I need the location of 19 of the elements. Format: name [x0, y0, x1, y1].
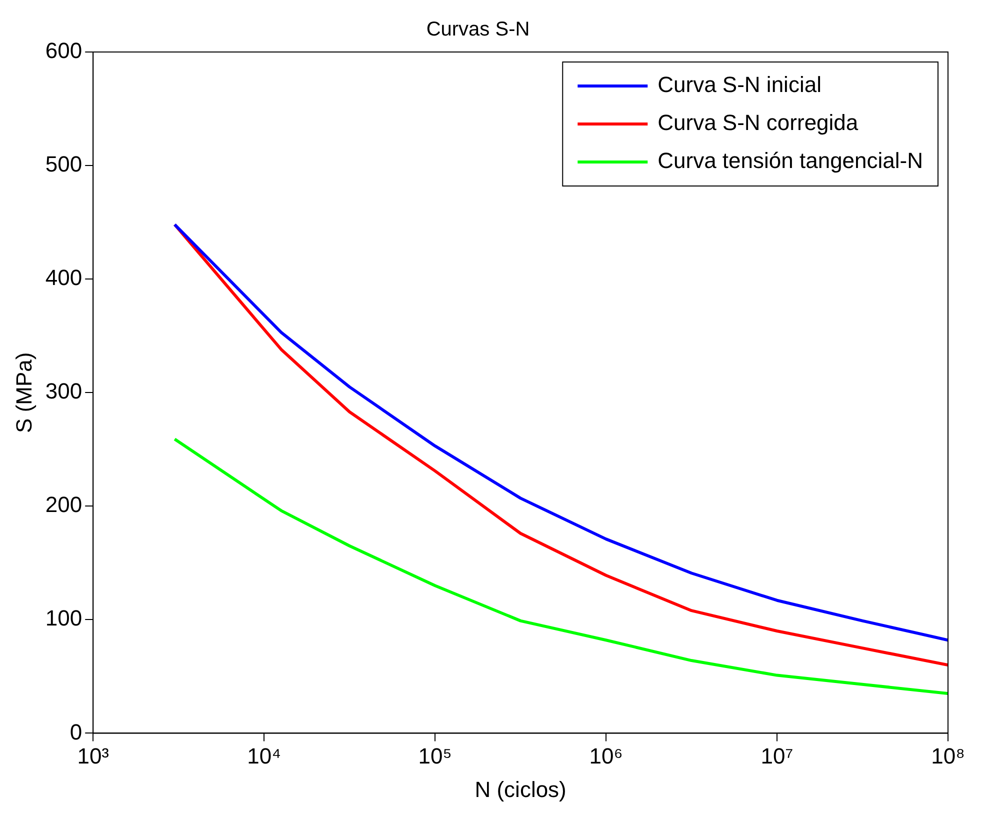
y-tick-label: 200: [45, 492, 82, 518]
x-tick-label: 10⁵: [418, 743, 452, 768]
chart-title: Curvas S-N: [426, 18, 530, 41]
y-tick-label: 500: [45, 152, 82, 177]
y-tick-label: 0: [70, 719, 82, 744]
legend-label: Curva tensión tangencial-N: [658, 148, 924, 174]
y-tick-label: 100: [45, 606, 82, 631]
x-axis-title: N (ciclos): [474, 776, 566, 802]
x-tick-label: 10⁶: [589, 743, 623, 768]
x-tick-label: 10³: [77, 743, 110, 768]
y-tick-label: 300: [45, 378, 82, 404]
legend-label: Curva S-N inicial: [658, 72, 822, 98]
y-tick-label: 400: [45, 265, 82, 290]
x-tick-label: 10⁴: [247, 743, 282, 768]
legend-label: Curva S-N corregida: [658, 110, 859, 136]
y-tick-label: 600: [45, 38, 82, 64]
x-tick-label: 10⁸: [931, 743, 965, 768]
x-tick-label: 10⁷: [760, 743, 794, 768]
y-axis-title: S (MPa): [11, 352, 36, 433]
